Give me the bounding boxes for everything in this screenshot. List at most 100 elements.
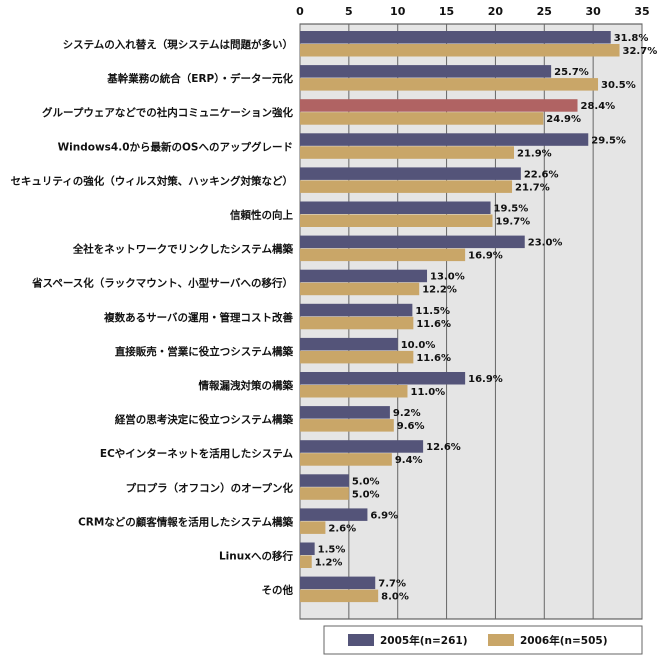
bar-2006 (300, 453, 392, 466)
category-label: セキュリティの強化（ウィルス対策、ハッキング対策など） (10, 174, 293, 187)
x-tick-label: 35 (634, 5, 649, 18)
category-labels: システムの入れ替え（現システムは問題が多い） 基幹業務の統合（ERP）・データー元… (10, 38, 293, 597)
category-label: ECやインターネットを活用したシステム (100, 447, 294, 460)
category-label: 経営の思考決定に役立つシステム構築 (115, 413, 294, 426)
data-labels: 31.8% 32.7% 25.7% 30.5% 28.4%24.9% 29.5% 21.9%… (315, 33, 658, 603)
bar-2006 (300, 316, 414, 330)
data-label: 10.0% (401, 340, 436, 351)
bar-2005 (300, 474, 349, 487)
legend-label-2006: 2006年(n=505) (520, 634, 608, 647)
bar-2005 (300, 65, 552, 78)
bar-2006 (300, 146, 514, 159)
data-label: 11.6% (416, 353, 451, 364)
bar-2005 (300, 508, 368, 521)
data-label: 1.2% (315, 558, 343, 569)
bar-2005 (300, 269, 428, 283)
x-tick-label: 15 (439, 5, 454, 18)
data-label: 29.5% (591, 135, 626, 146)
data-label: 12.2% (422, 285, 457, 296)
bar-2005 (300, 167, 521, 180)
data-label: 12.6% (426, 442, 461, 453)
data-label: 5.0% (352, 476, 380, 487)
x-tick-label: 0 (296, 5, 304, 18)
category-label: 基幹業務の統合（ERP）・データー元化 (106, 72, 293, 85)
bar-2005 (300, 542, 315, 555)
category-label: 信頼性の向上 (230, 209, 293, 222)
data-label: 23.0% (528, 238, 563, 249)
data-label: 32.7% (623, 46, 658, 57)
category-label: Windows4.0から最新のOSへのアップグレード (58, 140, 293, 153)
legend-label-2005: 2005年(n=261) (380, 634, 468, 647)
legend-swatch-2006 (488, 634, 514, 646)
bar-2005 (300, 99, 578, 112)
data-label: 24.9% (546, 114, 581, 125)
category-label: 直接販売・営業に役立つシステム構築 (115, 345, 294, 358)
data-label: 9.2% (393, 408, 421, 419)
bar-2006 (300, 248, 466, 262)
bar-2005 (300, 337, 398, 351)
data-label: 2.6% (328, 523, 356, 534)
data-label: 22.6% (524, 169, 559, 180)
bar-2005 (300, 406, 390, 419)
data-label: 16.9% (468, 374, 503, 385)
legend-swatch-2005 (348, 634, 374, 646)
data-label: 11.5% (415, 306, 450, 317)
data-label: 31.8% (614, 33, 649, 44)
bar-2006 (300, 44, 620, 57)
x-tick-label: 25 (537, 5, 552, 18)
bar-2006 (300, 555, 312, 568)
data-label: 16.9% (468, 251, 503, 262)
data-label: 9.6% (397, 421, 425, 432)
data-label: 8.0% (381, 592, 409, 603)
x-tick-label: 5 (345, 5, 353, 18)
data-label: 25.7% (554, 67, 589, 78)
bar-2006 (300, 112, 544, 125)
bar-2005 (300, 576, 376, 590)
category-label: Linuxへの移行 (219, 550, 294, 563)
bar-2006 (300, 350, 414, 364)
x-tick-label: 10 (390, 5, 406, 18)
category-label: その他 (262, 584, 294, 597)
category-label: 情報漏洩対策の構築 (199, 379, 294, 392)
data-label: 11.0% (410, 387, 445, 398)
data-label: 11.6% (416, 319, 451, 330)
category-label: 複数あるサーバの運用・管理コスト改善 (103, 311, 293, 324)
bar-2006 (300, 180, 513, 193)
bar-2006 (300, 589, 379, 603)
data-label: 19.5% (494, 204, 529, 215)
category-label: プロプラ（オフコン）のオープン化 (126, 481, 294, 494)
data-label: 9.4% (395, 455, 423, 466)
data-label: 7.7% (378, 579, 406, 590)
data-label: 13.0% (430, 272, 465, 283)
category-label: グループウェアなどでの社内コミュニケーション強化 (42, 106, 293, 119)
category-label: CRMなどの顧客情報を活用したシステム構築 (78, 515, 293, 528)
data-label: 21.9% (517, 148, 552, 159)
category-label: 省スペース化（ラックマウント、小型サーバへの移行） (31, 277, 293, 290)
category-label: システムの入れ替え（現システムは問題が多い） (63, 38, 293, 51)
bar-2006 (300, 521, 326, 534)
bar-2005 (300, 201, 491, 214)
bar-2005 (300, 235, 525, 249)
x-tick-label: 20 (488, 5, 504, 18)
bars (300, 31, 620, 603)
legend: 2005年(n=261) 2006年(n=505) (323, 625, 643, 655)
bar-2005 (300, 303, 413, 317)
bar-2006 (300, 419, 394, 432)
x-axis-ticks: 0 5 10 15 20 25 30 35 (296, 5, 649, 18)
bar-2005 (300, 372, 466, 385)
legend-frame (323, 625, 643, 655)
data-label: 6.9% (370, 510, 398, 521)
data-label: 1.5% (318, 545, 346, 556)
bar-2005 (300, 440, 424, 453)
x-tick-label: 30 (585, 5, 601, 18)
bar-2005 (300, 31, 611, 44)
bar-2006 (300, 487, 349, 500)
bar-2005 (300, 133, 589, 146)
data-label: 28.4% (581, 101, 616, 112)
data-label: 19.7% (495, 217, 530, 228)
bar-2006 (300, 78, 599, 91)
category-label: 全社をネットワークでリンクしたシステム構築 (72, 243, 294, 256)
data-label: 21.7% (515, 182, 550, 193)
bar-2006 (300, 282, 420, 296)
